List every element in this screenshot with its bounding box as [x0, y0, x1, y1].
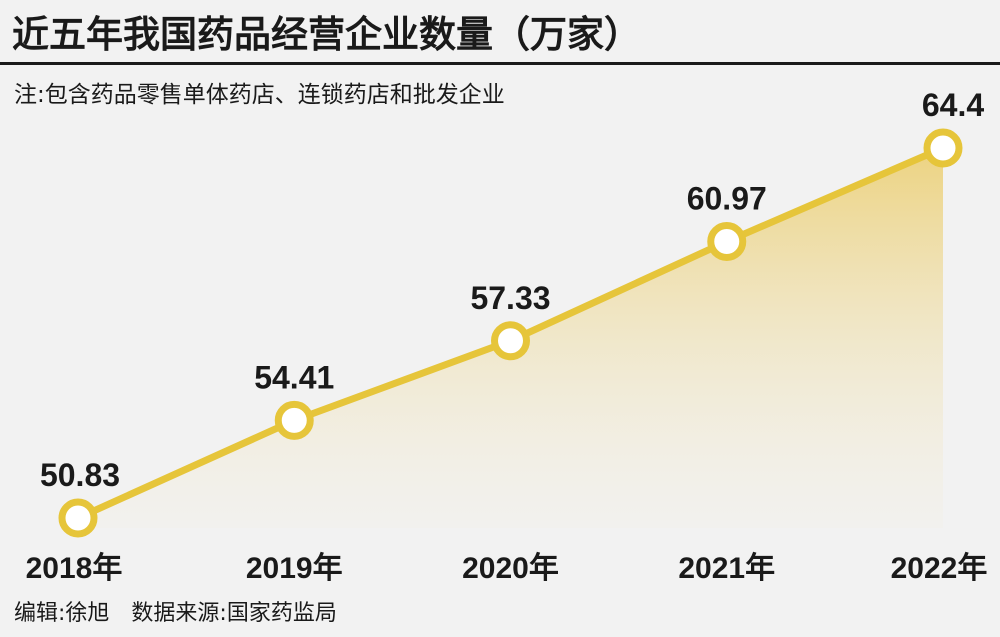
data-label: 64.4 [922, 87, 984, 123]
data-point [707, 222, 747, 262]
data-source: 数据来源:国家药监局 [131, 601, 337, 626]
x-tick-label: 2019年 [246, 552, 343, 585]
x-tick-label: 2022年 [891, 552, 988, 585]
chart-title: 近五年我国药品经营企业数量（万家） [12, 13, 641, 56]
x-tick-label: 2020年 [462, 552, 559, 585]
data-point [58, 498, 98, 538]
chart-note: 注:包含药品零售单体药店、连锁药店和批发企业 [14, 82, 505, 108]
data-label: 57.33 [470, 280, 550, 316]
chart-footer: 编辑:徐旭 数据来源:国家药监局 [14, 595, 337, 627]
data-point [923, 128, 963, 168]
data-label: 60.97 [687, 181, 767, 217]
data-point [491, 321, 530, 361]
data-point [274, 400, 314, 440]
data-label: 54.41 [254, 359, 334, 395]
data-label: 50.83 [40, 457, 120, 493]
title-divider [0, 62, 1000, 65]
editor-credit: 编辑:徐旭 [14, 601, 110, 626]
x-tick-label: 2021年 [678, 552, 775, 585]
x-tick-label: 2018年 [26, 552, 123, 585]
